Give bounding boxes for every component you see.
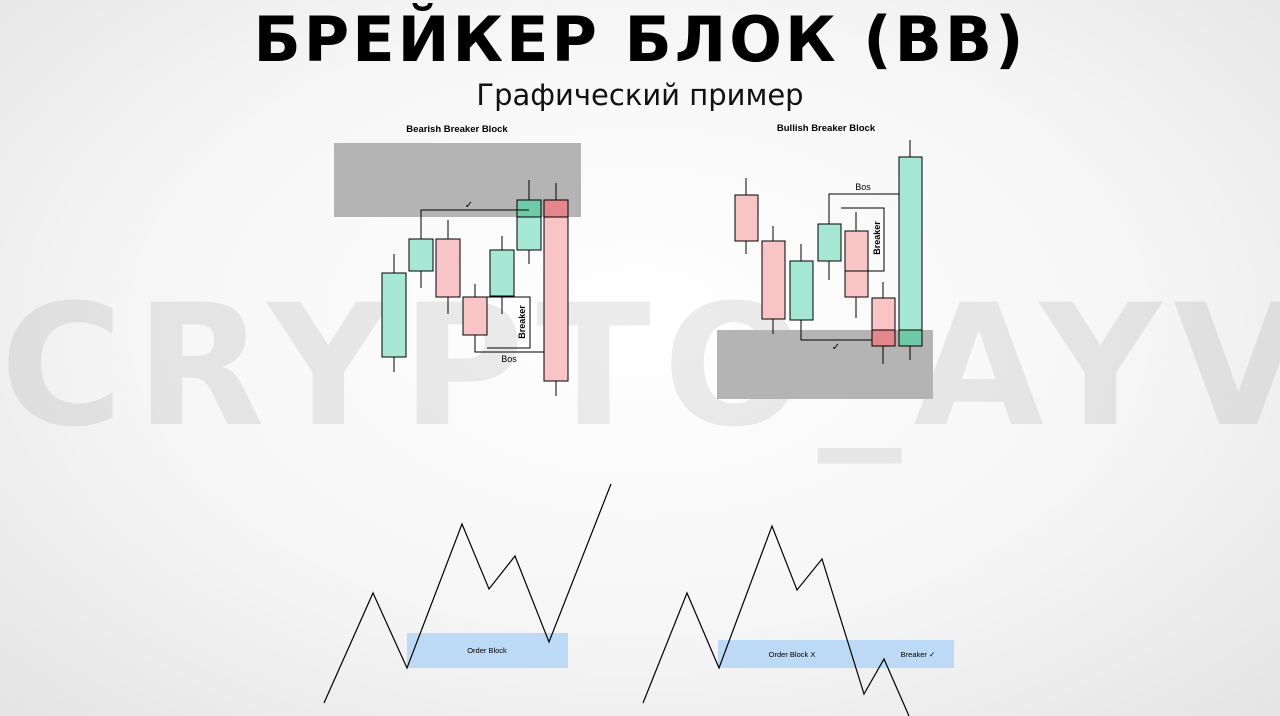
- left-price-path: [323, 483, 612, 704]
- bearish-candle-3: [435, 220, 461, 314]
- bullish-candle-7: [898, 140, 923, 360]
- bullish-candle-2: [761, 226, 786, 334]
- bearish-candle-6: [516, 180, 542, 264]
- bullish-breaker-label: Breaker: [872, 221, 882, 255]
- right-breaker-label: Breaker ✓: [901, 650, 936, 659]
- bullish-bos-line: [828, 193, 899, 224]
- bearish-breaker-bracket: [487, 296, 531, 349]
- bearish-breaker-label: Breaker: [517, 305, 527, 339]
- page-title: БРЕЙКЕР БЛОК (BB): [253, 3, 1027, 76]
- bearish-panel-title: Bearish Breaker Block: [406, 124, 508, 135]
- right-price-sketch: Order Block X Breaker ✓: [642, 524, 954, 716]
- bullish-bos-label: Bos: [855, 182, 871, 192]
- left-order-block-zone: [407, 633, 568, 668]
- bearish-candle-5: [489, 236, 515, 314]
- bullish-breaker-panel: Bullish Breaker Block: [717, 123, 933, 399]
- bearish-bos-line: [474, 335, 544, 353]
- left-order-block-label: Order Block: [467, 646, 507, 655]
- bearish-candle-1: [381, 254, 407, 372]
- bullish-breaker-bracket: [841, 207, 885, 272]
- bullish-candle-1: [734, 178, 759, 254]
- bearish-candle-7: [543, 183, 569, 396]
- bullish-panel-title: Bullish Breaker Block: [777, 123, 876, 134]
- bearish-bos-label: Bos: [501, 354, 517, 364]
- bearish-breaker-panel: Bearish Breaker Block: [334, 124, 581, 396]
- right-price-path: [642, 524, 910, 716]
- bullish-check-mark: ✓: [832, 342, 840, 353]
- watermark-text: CRYPTO_AYVA: [0, 268, 1280, 464]
- bullish-check-line: [800, 320, 872, 341]
- bearish-check-mark: ✓: [465, 200, 473, 211]
- right-order-block-label: Order Block X: [769, 650, 816, 659]
- bearish-candle-2: [408, 222, 434, 288]
- bullish-candle-5: [844, 212, 869, 318]
- bullish-demand-zone: [717, 330, 933, 399]
- bullish-candle-6: [871, 282, 896, 364]
- left-price-sketch: Order Block: [323, 483, 612, 704]
- bearish-check-line: [420, 209, 529, 239]
- right-zone: [718, 640, 954, 668]
- page-subtitle: Графический пример: [476, 78, 804, 112]
